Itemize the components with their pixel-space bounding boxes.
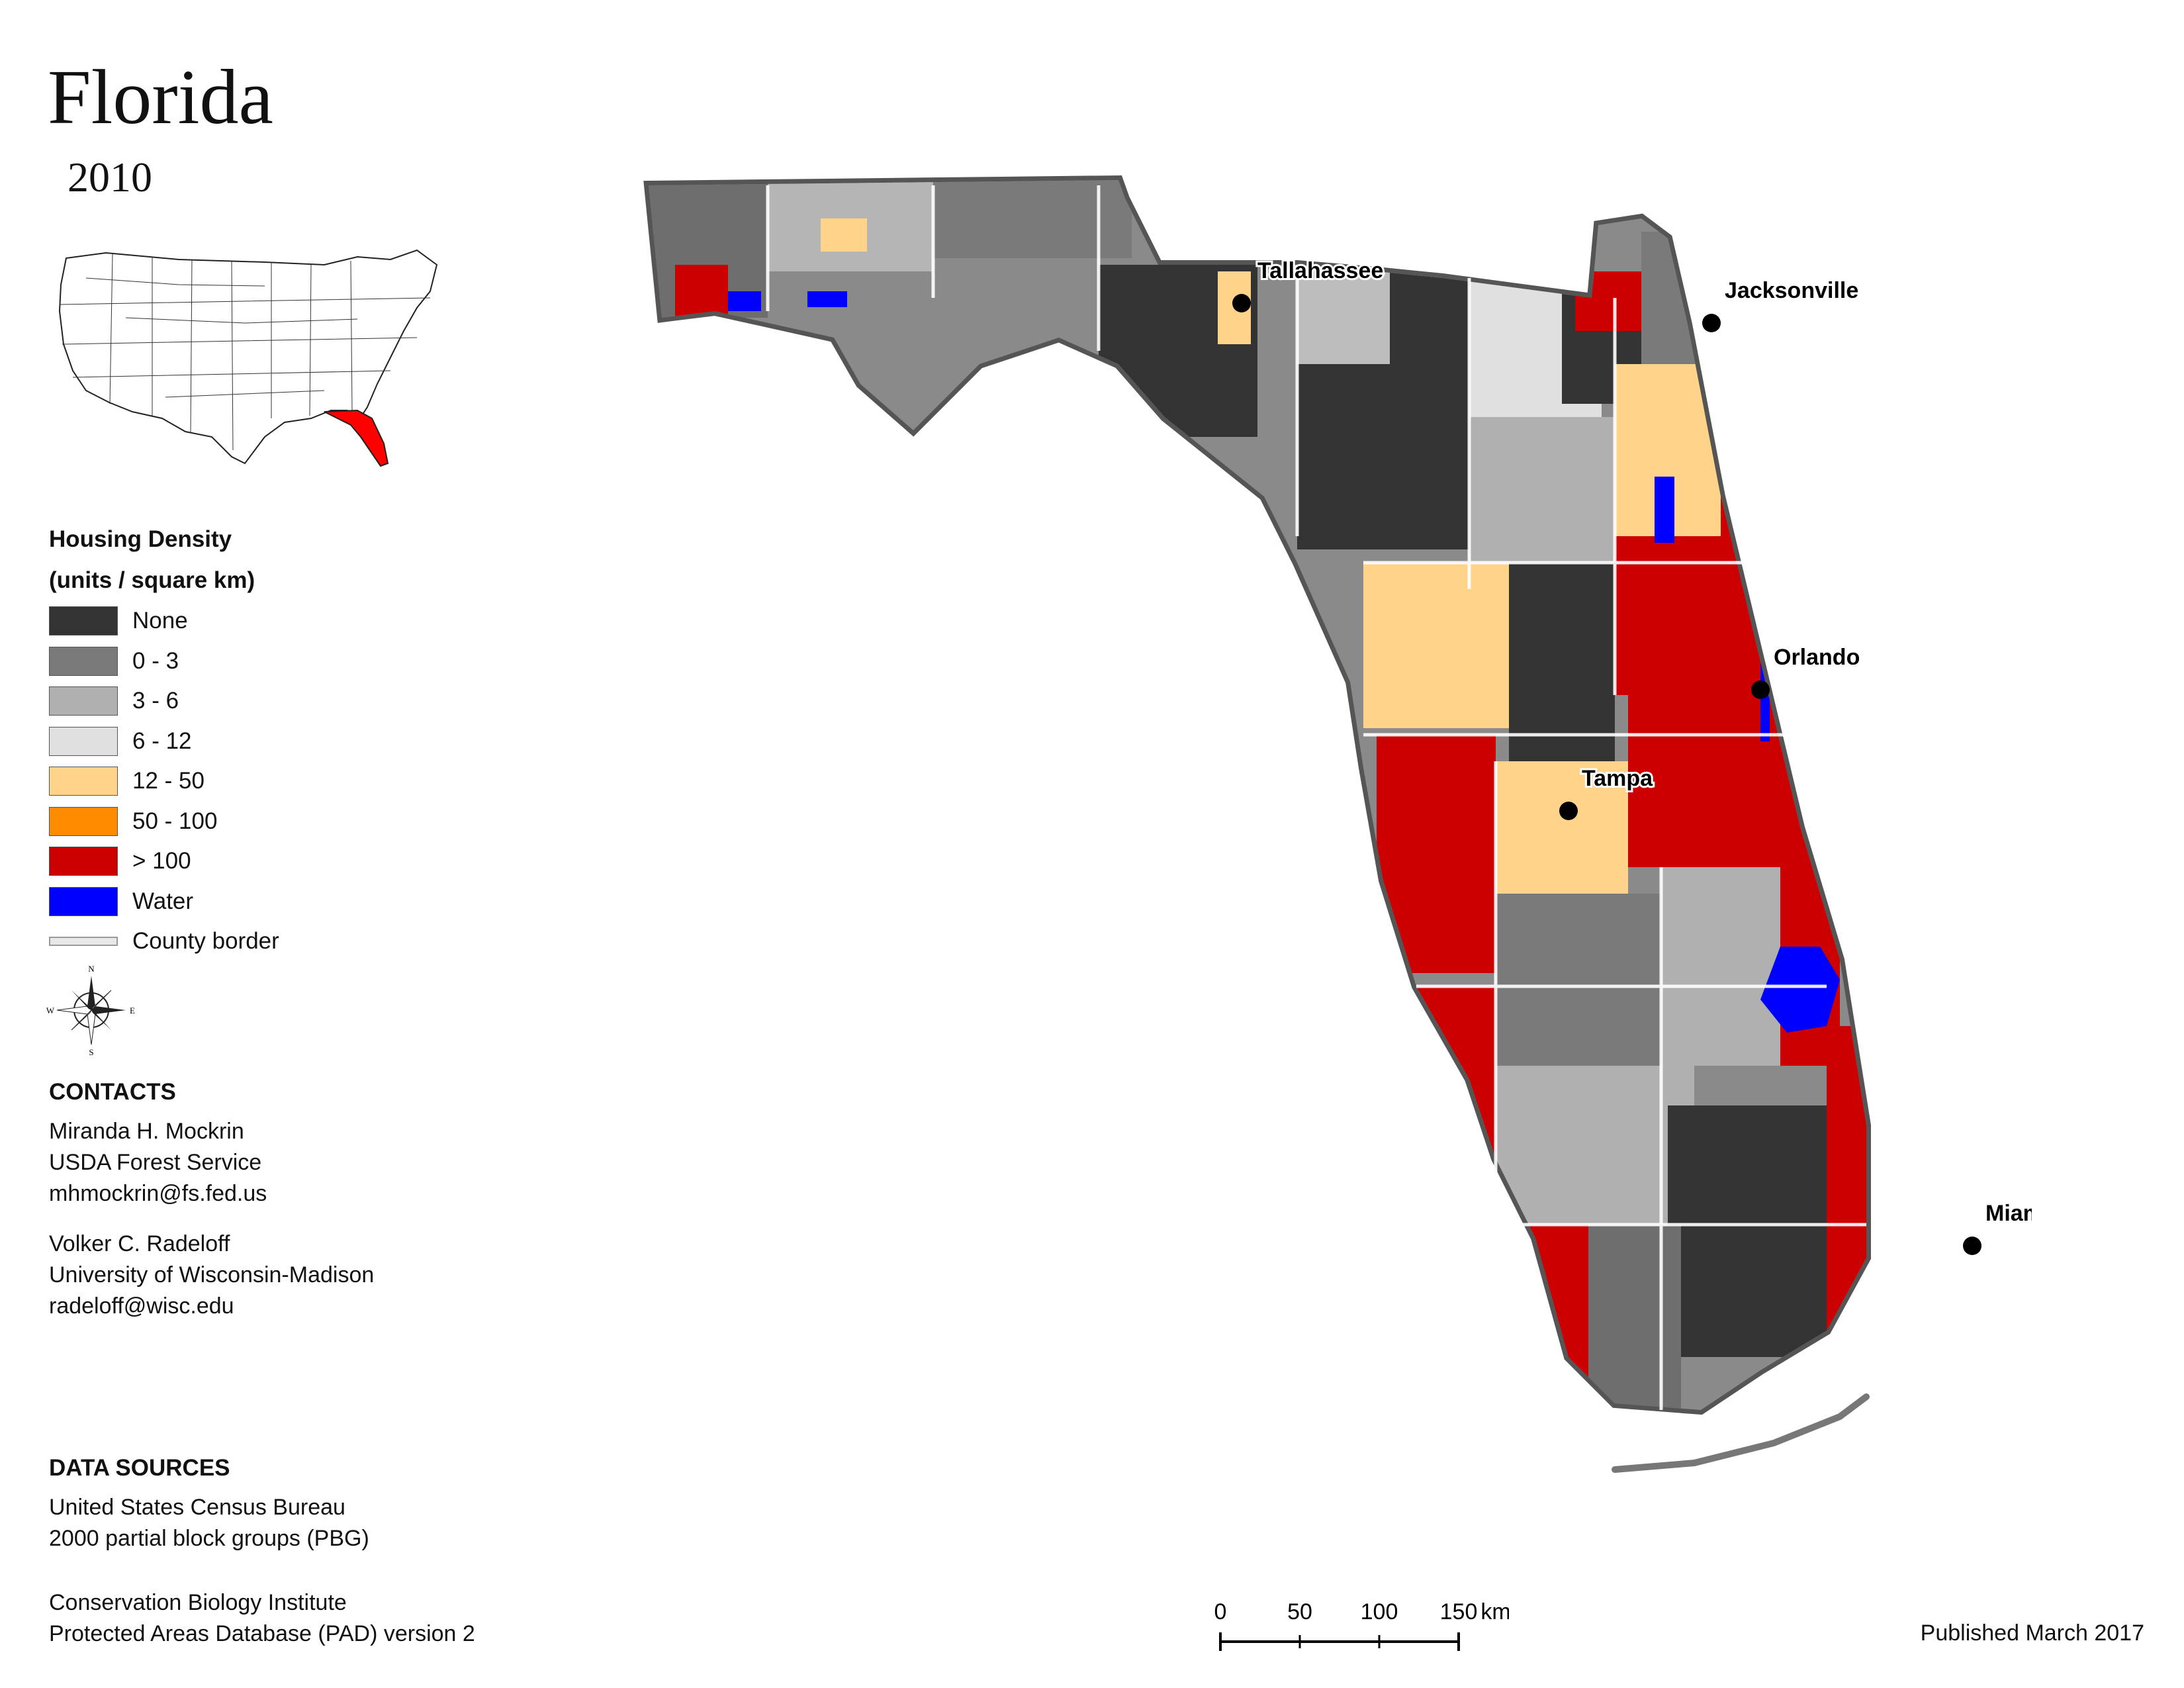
legend-swatch (49, 606, 118, 636)
legend-item-12-50: 12 - 50 (49, 761, 279, 802)
compass-w: W (46, 1006, 55, 1015)
legend-swatch (49, 726, 118, 756)
legend-swatch-line (49, 937, 118, 947)
legend-item-water: Water (49, 882, 279, 922)
scale-tick-label: 150 (1440, 1599, 1478, 1624)
contact-email[interactable]: radeloff@wisc.edu (49, 1293, 234, 1319)
contact-org: University of Wisconsin-Madison (49, 1262, 375, 1288)
scale-tick-label: 100 (1361, 1599, 1398, 1624)
data-source-line: Conservation Biology Institute (49, 1590, 347, 1615)
legend-item-50-100: 50 - 100 (49, 802, 279, 842)
city-label: Tampa (1582, 766, 1653, 791)
legend-label: 3 - 6 (132, 688, 179, 714)
city-tampa[interactable]: Tampa (1559, 764, 1655, 820)
contact-name: Volker C. Radeloff (49, 1231, 230, 1256)
data-source-line: United States Census Bureau (49, 1495, 345, 1520)
legend-item-6-12: 6 - 12 (49, 722, 279, 762)
legend-label: 0 - 3 (132, 647, 179, 674)
florida-keys (1612, 1393, 1870, 1473)
legend-swatch (49, 767, 118, 796)
compass-s: S (89, 1047, 93, 1056)
data-source-1: United States Census Bureau 2000 partial… (49, 1492, 369, 1554)
us-outline (58, 249, 438, 465)
scale-bar: 0 50 100 150 km (1214, 1599, 1509, 1651)
legend-title: Housing Density (units / square km) (49, 519, 255, 601)
city-miami[interactable]: Miami (1963, 1199, 2032, 1255)
map-title: Florida (48, 54, 273, 140)
city-label: Orlando (1774, 645, 1860, 670)
scale-tick-label: 0 (1214, 1599, 1227, 1624)
legend-item-none: None (49, 601, 279, 641)
contact-person-2: Volker C. Radeloff University of Wiscons… (49, 1229, 374, 1322)
city-jacksonville[interactable]: Jacksonville (1702, 276, 1860, 332)
compass-n: N (88, 964, 95, 974)
published-date: Published March 2017 (1920, 1620, 2144, 1646)
contact-email[interactable]: mhmockrin@fs.fed.us (49, 1181, 267, 1206)
data-source-line: Protected Areas Database (PAD) version 2 (49, 1621, 475, 1646)
legend-label: 50 - 100 (132, 808, 218, 834)
legend-item-0-3: 0 - 3 (49, 641, 279, 682)
legend-item-gt-100: > 100 (49, 841, 279, 882)
data-sources-heading: DATA SOURCES (49, 1455, 230, 1481)
data-source-line: 2000 partial block groups (PBG) (49, 1526, 369, 1551)
scale-unit: km (1480, 1599, 1509, 1624)
city-label: Miami (1985, 1201, 2032, 1226)
legend-swatch (49, 886, 118, 916)
contact-name: Miranda H. Mockrin (49, 1119, 244, 1144)
legend-swatch (49, 806, 118, 836)
legend-label: None (132, 608, 188, 634)
contact-person-1: Miranda H. Mockrin USDA Forest Service m… (49, 1116, 267, 1209)
legend-label: County border (132, 928, 279, 955)
legend-swatch (49, 646, 118, 676)
legend-label: 12 - 50 (132, 768, 205, 794)
legend-item-3-6: 3 - 6 (49, 681, 279, 722)
map-year: 2010 (68, 154, 152, 201)
legend-swatch (49, 847, 118, 876)
contacts-heading: CONTACTS (49, 1079, 176, 1105)
compass-rose-icon: N S W E (46, 964, 135, 1056)
legend-title-line1: Housing Density (49, 526, 232, 552)
contact-org: USDA Forest Service (49, 1150, 262, 1175)
legend-swatch (49, 686, 118, 716)
legend-label: 6 - 12 (132, 727, 192, 754)
florida-highlight (324, 409, 389, 467)
compass-e: E (130, 1006, 135, 1015)
data-source-2: Conservation Biology Institute Protected… (49, 1587, 475, 1650)
city-orlando[interactable]: Orlando (1751, 643, 1862, 699)
legend-list: None 0 - 3 3 - 6 6 - 12 12 - 50 50 - 100… (49, 601, 279, 962)
city-tallahassee[interactable]: Tallahassee (1232, 256, 1385, 312)
legend-item-county-border: County border (49, 921, 279, 962)
us-inset-map (58, 249, 438, 467)
legend-title-line2: (units / square km) (49, 567, 255, 593)
city-label: Tallahassee (1257, 258, 1383, 283)
florida-housing-density-map: Tallahassee Jacksonville Orlando Tampa M… (643, 175, 2032, 1473)
county-borders (766, 185, 1866, 1410)
scale-tick-label: 50 (1287, 1599, 1312, 1624)
legend-label: Water (132, 888, 194, 914)
city-label: Jacksonville (1725, 278, 1858, 303)
legend-label: > 100 (132, 848, 191, 874)
